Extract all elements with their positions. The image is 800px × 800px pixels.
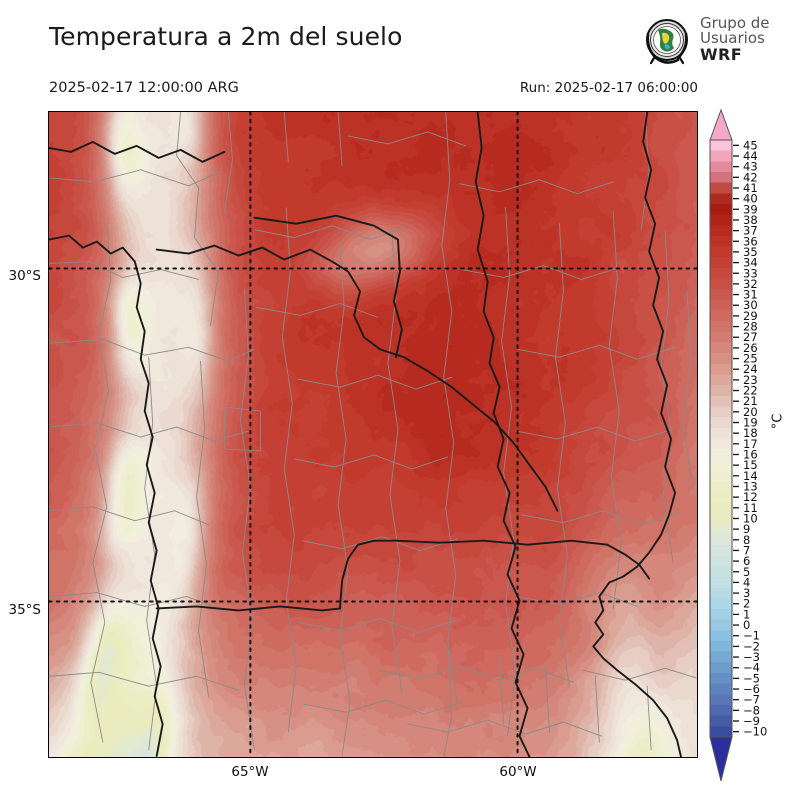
svg-text:2: 2 <box>743 597 750 611</box>
svg-text:14: 14 <box>743 469 758 483</box>
svg-text:31: 31 <box>743 288 758 302</box>
run-time-label: Run: 2025-02-17 06:00:00 <box>519 80 698 96</box>
svg-text:7: 7 <box>743 543 750 557</box>
svg-text:4: 4 <box>743 575 750 589</box>
svg-text:6: 6 <box>743 554 750 568</box>
svg-text:3: 3 <box>743 586 750 600</box>
svg-text:35: 35 <box>743 245 758 259</box>
svg-text:5: 5 <box>743 565 750 579</box>
svg-text:−6: −6 <box>743 682 760 696</box>
svg-text:34: 34 <box>743 256 758 270</box>
svg-text:−10: −10 <box>743 725 767 739</box>
lat-label-30s: 30°S <box>8 268 42 284</box>
temperature-map[interactable] <box>48 111 698 758</box>
svg-text:40: 40 <box>743 192 758 206</box>
svg-text:22: 22 <box>743 384 758 398</box>
svg-text:11: 11 <box>743 501 758 515</box>
svg-text:25: 25 <box>743 352 758 366</box>
svg-text:24: 24 <box>743 362 758 376</box>
svg-text:23: 23 <box>743 373 758 387</box>
svg-text:−4: −4 <box>743 661 760 675</box>
svg-text:13: 13 <box>743 479 758 493</box>
svg-text:0: 0 <box>743 618 750 632</box>
svg-text:−7: −7 <box>743 693 760 707</box>
svg-text:−3: −3 <box>743 650 760 664</box>
svg-text:39: 39 <box>743 202 758 216</box>
svg-text:45: 45 <box>743 138 758 152</box>
svg-text:43: 43 <box>743 160 758 174</box>
logo-line-1: Grupo de <box>700 14 770 32</box>
svg-text:−8: −8 <box>743 703 760 717</box>
colorbar-svg: 4544434241403938373635343332313029282726… <box>709 108 767 782</box>
page-title: Temperatura a 2m del suelo <box>49 22 403 51</box>
svg-text:44: 44 <box>743 149 758 163</box>
svg-text:8: 8 <box>743 533 750 547</box>
svg-text:9: 9 <box>743 522 750 536</box>
svg-text:30: 30 <box>743 298 758 312</box>
logo-line-3: WRF <box>700 44 743 64</box>
svg-text:21: 21 <box>743 394 758 408</box>
svg-text:16: 16 <box>743 447 758 461</box>
svg-text:26: 26 <box>743 341 758 355</box>
svg-text:1: 1 <box>743 607 750 621</box>
svg-text:29: 29 <box>743 309 758 323</box>
svg-text:19: 19 <box>743 416 758 430</box>
svg-text:42: 42 <box>743 170 758 184</box>
logo-line-2: Usuarios <box>700 29 765 48</box>
wrf-user-group-logo: Grupo de Usuarios WRF <box>640 14 798 74</box>
svg-text:27: 27 <box>743 330 758 344</box>
lon-label-60w: 60°W <box>499 764 537 780</box>
svg-text:−1: −1 <box>743 629 760 643</box>
svg-text:36: 36 <box>743 234 758 248</box>
lon-label-65w: 65°W <box>231 764 269 780</box>
svg-text:10: 10 <box>743 511 758 525</box>
svg-text:32: 32 <box>743 277 758 291</box>
lat-label-35s: 35°S <box>8 602 42 618</box>
svg-text:−2: −2 <box>743 639 760 653</box>
temperature-field-raster <box>49 112 697 757</box>
wrf-globe-emblem-icon <box>646 19 688 65</box>
svg-text:38: 38 <box>743 213 758 227</box>
svg-text:33: 33 <box>743 266 758 280</box>
svg-text:37: 37 <box>743 224 758 238</box>
svg-text:−5: −5 <box>743 671 760 685</box>
svg-text:15: 15 <box>743 458 758 472</box>
map-borders-overlay <box>49 112 697 757</box>
svg-text:−9: −9 <box>743 714 760 728</box>
svg-text:41: 41 <box>743 181 758 195</box>
valid-time-label: 2025-02-17 12:00:00 ARG <box>49 80 239 96</box>
svg-text:20: 20 <box>743 405 758 419</box>
svg-text:28: 28 <box>743 320 758 334</box>
colorbar-unit-label: °C <box>770 413 786 430</box>
colorbar[interactable]: 45 44 43 42 41 40 39 38 37 36 35 34 33 32 31 30 29 28 27 26… <box>706 106 798 786</box>
svg-text:17: 17 <box>743 437 758 451</box>
svg-text:12: 12 <box>743 490 758 504</box>
svg-text:18: 18 <box>743 426 758 440</box>
